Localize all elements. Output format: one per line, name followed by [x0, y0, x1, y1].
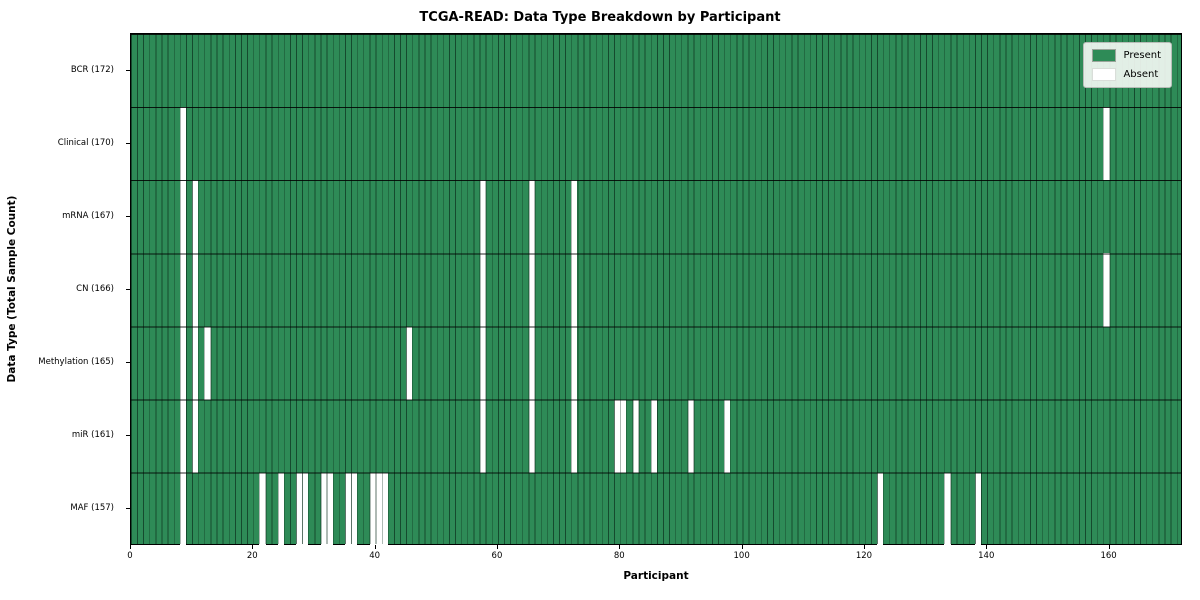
legend-swatch-absent	[1092, 68, 1117, 81]
x-tick-label: 20	[246, 551, 258, 561]
absent-bar	[204, 326, 211, 400]
x-tick-label: 160	[1100, 551, 1117, 561]
absent-bar	[259, 472, 266, 546]
x-tick-label: 80	[613, 551, 625, 561]
y-tick-label: mRNA (167)	[62, 210, 114, 221]
absent-bar	[650, 399, 657, 473]
y-tick-mark	[126, 508, 130, 510]
y-tick-label: MAF (157)	[70, 503, 114, 514]
legend: Present Absent	[1083, 42, 1172, 88]
heatmap-plot: Present Absent	[130, 33, 1182, 546]
absent-bar	[179, 253, 187, 327]
absent-bar	[192, 326, 199, 400]
x-tick-mark	[619, 545, 621, 549]
x-tick-mark	[252, 545, 254, 549]
absent-bar	[975, 472, 982, 546]
absent-bar	[302, 472, 309, 546]
x-tick-label: 0	[127, 551, 133, 561]
legend-entry-absent: Absent	[1092, 68, 1161, 81]
absent-bar	[944, 472, 951, 546]
absent-bar	[179, 180, 187, 254]
absent-bar	[528, 253, 535, 327]
absent-bar	[528, 180, 535, 254]
y-tick-mark	[126, 69, 130, 71]
x-tick-label: 120	[855, 551, 873, 561]
absent-bar	[179, 472, 187, 546]
x-tick-mark	[741, 545, 743, 549]
absent-bar	[192, 253, 199, 327]
x-tick-label: 140	[978, 551, 995, 561]
absent-bar	[528, 326, 535, 400]
absent-bar	[877, 472, 884, 546]
y-tick-mark	[126, 435, 130, 437]
absent-bar	[479, 399, 486, 473]
absent-bar	[406, 326, 413, 400]
legend-label-absent: Absent	[1123, 69, 1159, 80]
y-tick-label: Clinical (170)	[57, 137, 114, 148]
absent-bar	[479, 180, 486, 254]
absent-bar	[724, 399, 731, 473]
absent-bar	[1103, 107, 1110, 181]
absent-bar	[528, 399, 535, 473]
x-tick-mark	[130, 545, 131, 549]
absent-bar	[381, 472, 388, 546]
y-tick-mark	[126, 142, 130, 144]
y-tick-mark	[126, 215, 130, 217]
y-tick-label: CN (166)	[76, 284, 114, 294]
absent-bar	[620, 399, 627, 473]
absent-bar	[687, 399, 694, 473]
legend-label-present: Present	[1123, 50, 1161, 61]
legend-entry-present: Present	[1092, 49, 1161, 62]
absent-bar	[179, 107, 187, 181]
absent-bar	[571, 180, 578, 254]
absent-bar	[571, 399, 578, 473]
x-tick-label: 40	[369, 551, 381, 561]
absent-bar	[632, 399, 639, 473]
y-tick-mark	[126, 289, 130, 290]
absent-bar	[351, 472, 358, 546]
absent-bar	[571, 326, 578, 400]
x-tick-mark	[374, 545, 376, 549]
x-tick-mark	[1108, 545, 1110, 549]
y-tick-label: miR (161)	[71, 430, 114, 441]
x-tick-mark	[863, 545, 865, 549]
absent-bar	[479, 253, 486, 327]
absent-bar	[192, 399, 199, 473]
chart-title: TCGA-READ: Data Type Breakdown by Partic…	[419, 10, 781, 25]
x-axis-label: Participant	[623, 570, 689, 582]
absent-bar	[326, 472, 333, 546]
x-tick-mark	[986, 545, 988, 549]
legend-swatch-present	[1092, 49, 1117, 62]
x-tick-label: 60	[491, 551, 503, 561]
x-tick-mark	[496, 545, 498, 549]
absent-bar	[179, 399, 187, 473]
y-tick-label: BCR (172)	[70, 64, 114, 75]
absent-bar	[179, 326, 187, 400]
absent-bar	[479, 326, 486, 400]
absent-bar	[277, 472, 284, 546]
x-tick-label: 100	[733, 551, 750, 561]
y-tick-label: Methylation (165)	[38, 357, 114, 368]
y-tick-mark	[126, 362, 130, 364]
absent-bar	[192, 180, 199, 254]
absent-bar	[571, 253, 578, 327]
absent-bar	[1103, 253, 1110, 327]
